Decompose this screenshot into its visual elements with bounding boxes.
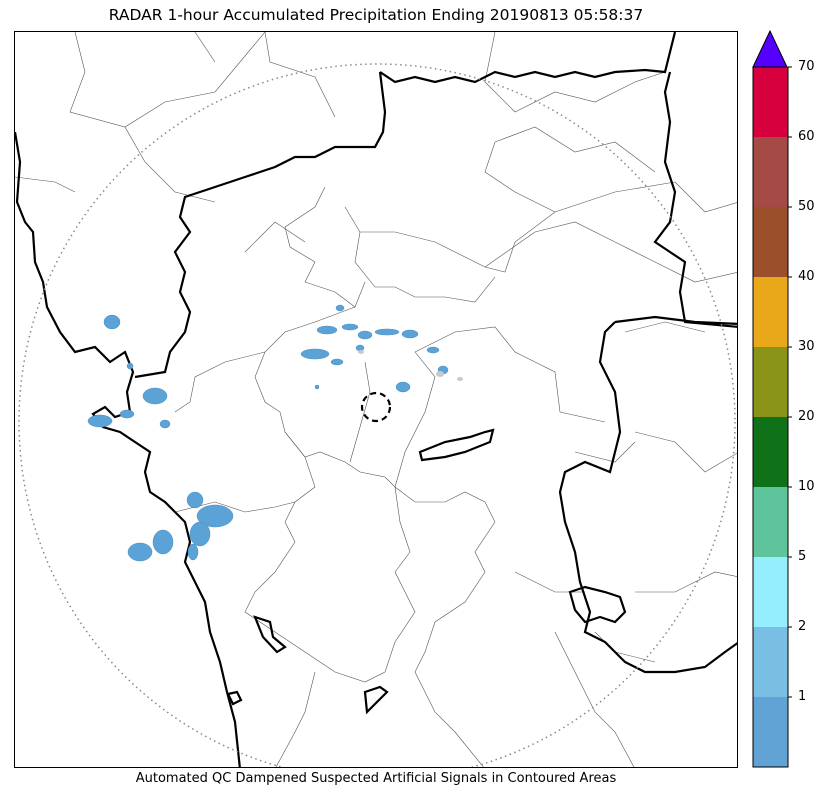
colorbar-tick-label: 2 bbox=[798, 619, 807, 634]
colorbar-segment bbox=[753, 627, 788, 697]
colorbar-tick-label: 1 bbox=[798, 689, 807, 704]
colorbar-tick-label: 10 bbox=[798, 479, 815, 494]
colorbar-segment bbox=[753, 207, 788, 277]
qc-contoured-areas bbox=[358, 350, 463, 381]
colorbar-segment bbox=[753, 417, 788, 487]
colorbar-segment bbox=[753, 347, 788, 417]
district-boundaries bbox=[15, 32, 737, 767]
colorbar-segment bbox=[753, 137, 788, 207]
colorbar-tick-label: 70 bbox=[798, 59, 815, 74]
map-canvas bbox=[15, 32, 737, 767]
colorbar-tick-label: 40 bbox=[798, 269, 815, 284]
radar-map[interactable] bbox=[14, 31, 738, 768]
colorbar-tick-label: 5 bbox=[798, 549, 807, 564]
colorbar-segment bbox=[753, 697, 788, 767]
colorbar-segment bbox=[753, 487, 788, 557]
colorbar bbox=[752, 30, 792, 768]
range-ring bbox=[18, 63, 736, 767]
colorbar-frame bbox=[752, 66, 789, 768]
map-caption: Automated QC Dampened Suspected Artifici… bbox=[135, 771, 617, 786]
colorbar-segment bbox=[753, 67, 788, 137]
colorbar-extend-arrow bbox=[752, 30, 788, 68]
radar-site-marker bbox=[360, 391, 392, 423]
precipitation-echoes bbox=[87, 304, 449, 562]
state-boundaries bbox=[15, 32, 737, 767]
colorbar-segments bbox=[753, 66, 792, 767]
colorbar-segment bbox=[753, 277, 788, 347]
colorbar-tick-label: 20 bbox=[798, 409, 815, 424]
colorbar-tick-label: 60 bbox=[798, 129, 815, 144]
colorbar-tick-label: 50 bbox=[798, 199, 815, 214]
colorbar-segment bbox=[753, 557, 788, 627]
map-title: RADAR 1-hour Accumulated Precipitation E… bbox=[108, 6, 644, 24]
colorbar-tick-label: 30 bbox=[798, 339, 815, 354]
